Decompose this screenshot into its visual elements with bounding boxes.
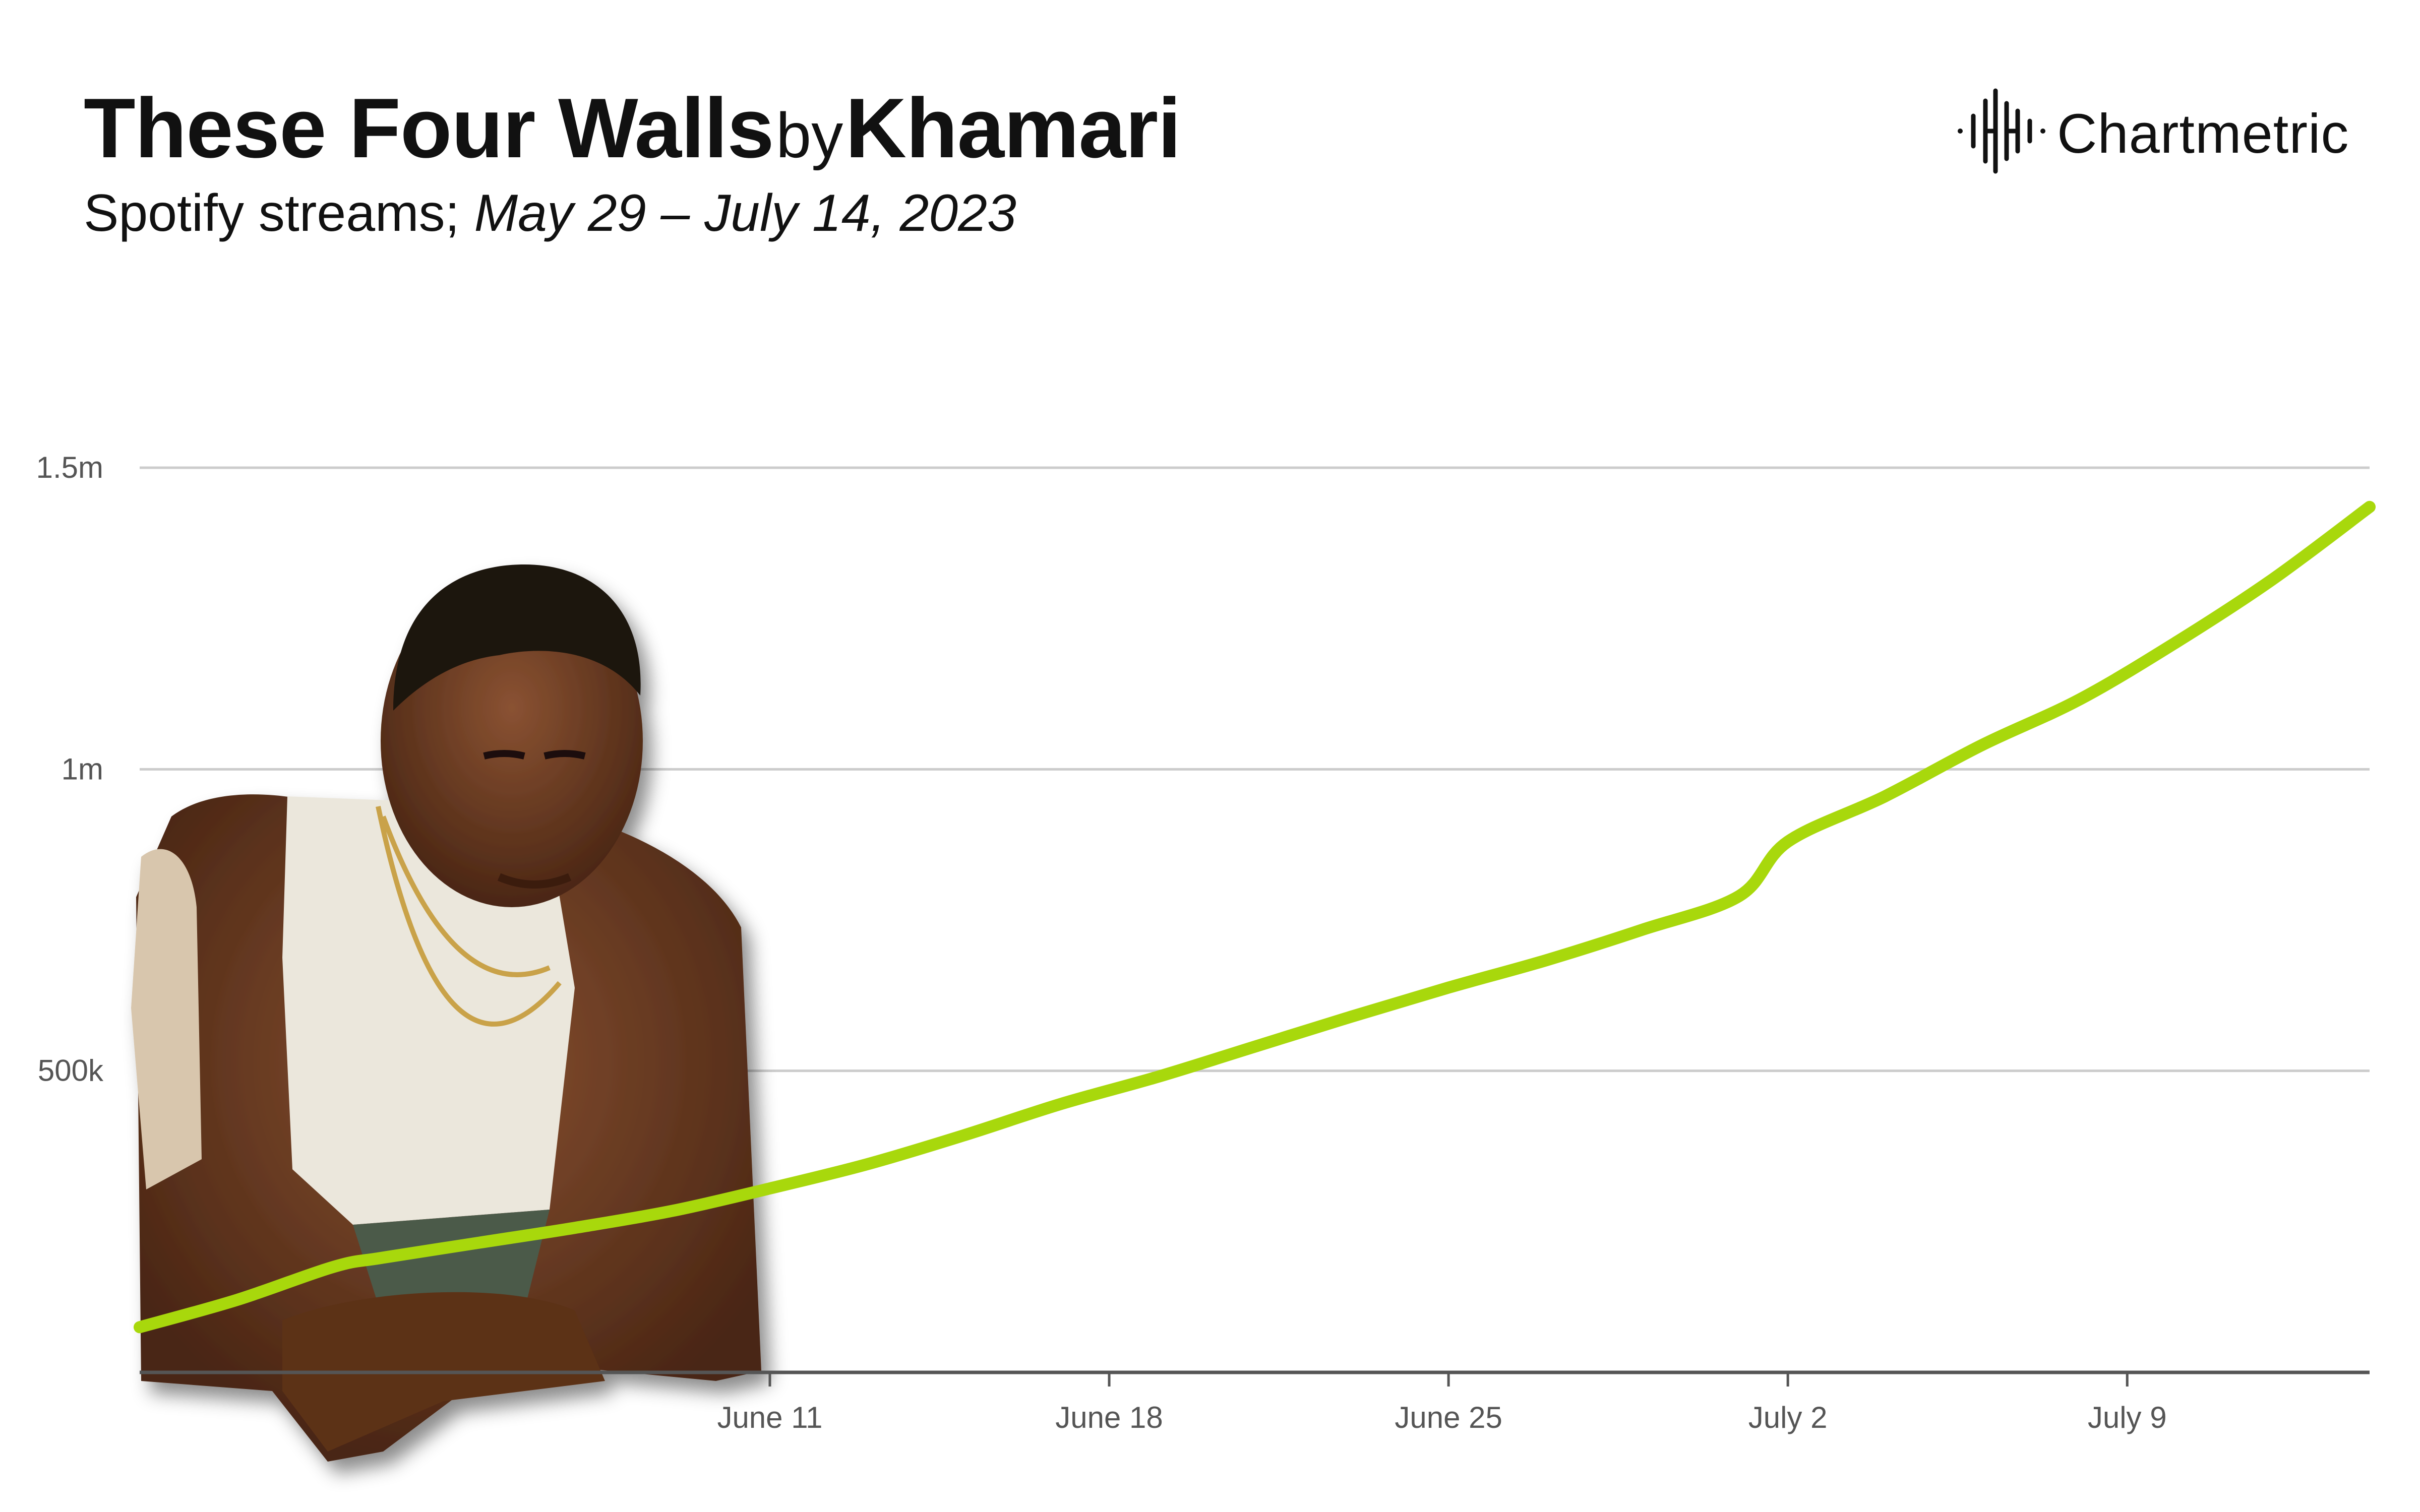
- x-tick-label: July 9: [2088, 1401, 2167, 1434]
- chart-subtitle: Spotify streams; May 29 – July 14, 2023: [84, 183, 1596, 243]
- y-axis-labels: 500k 1m 1.5m: [36, 451, 104, 1088]
- x-tick-label: June 11: [717, 1401, 822, 1434]
- y-tick-label: 1m: [62, 752, 103, 786]
- song-title: These Four Walls: [84, 81, 774, 175]
- x-axis-ticks: June 11 June 18 June 25 July 2 July 9: [717, 1372, 2167, 1434]
- series-layer: [134, 500, 2376, 1334]
- y-tick-label: 1.5m: [36, 451, 103, 484]
- series-line: [134, 500, 2376, 1334]
- chartmetric-logo: Chartmetric: [1956, 81, 2370, 181]
- y-tick-label: 500k: [38, 1054, 104, 1088]
- subtitle-date-range: May 29 – July 14, 2023: [474, 184, 1016, 242]
- x-tick-label: June 25: [1395, 1401, 1502, 1434]
- artist-name: Khamari: [845, 81, 1181, 175]
- chart-title: These Four Walls by Khamari: [84, 86, 1596, 170]
- logo-wordmark: Chartmetric: [2057, 103, 2349, 165]
- title-by-word: by: [776, 100, 843, 171]
- x-tick-label: June 18: [1055, 1401, 1163, 1434]
- sound-wave-icon: [1958, 88, 2045, 174]
- chart-header: These Four Walls by Khamari Spotify stre…: [84, 86, 1596, 243]
- x-tick-label: July 2: [1748, 1401, 1828, 1434]
- subtitle-metric: Spotify streams;: [84, 184, 460, 242]
- artist-photo-icon: [131, 564, 761, 1462]
